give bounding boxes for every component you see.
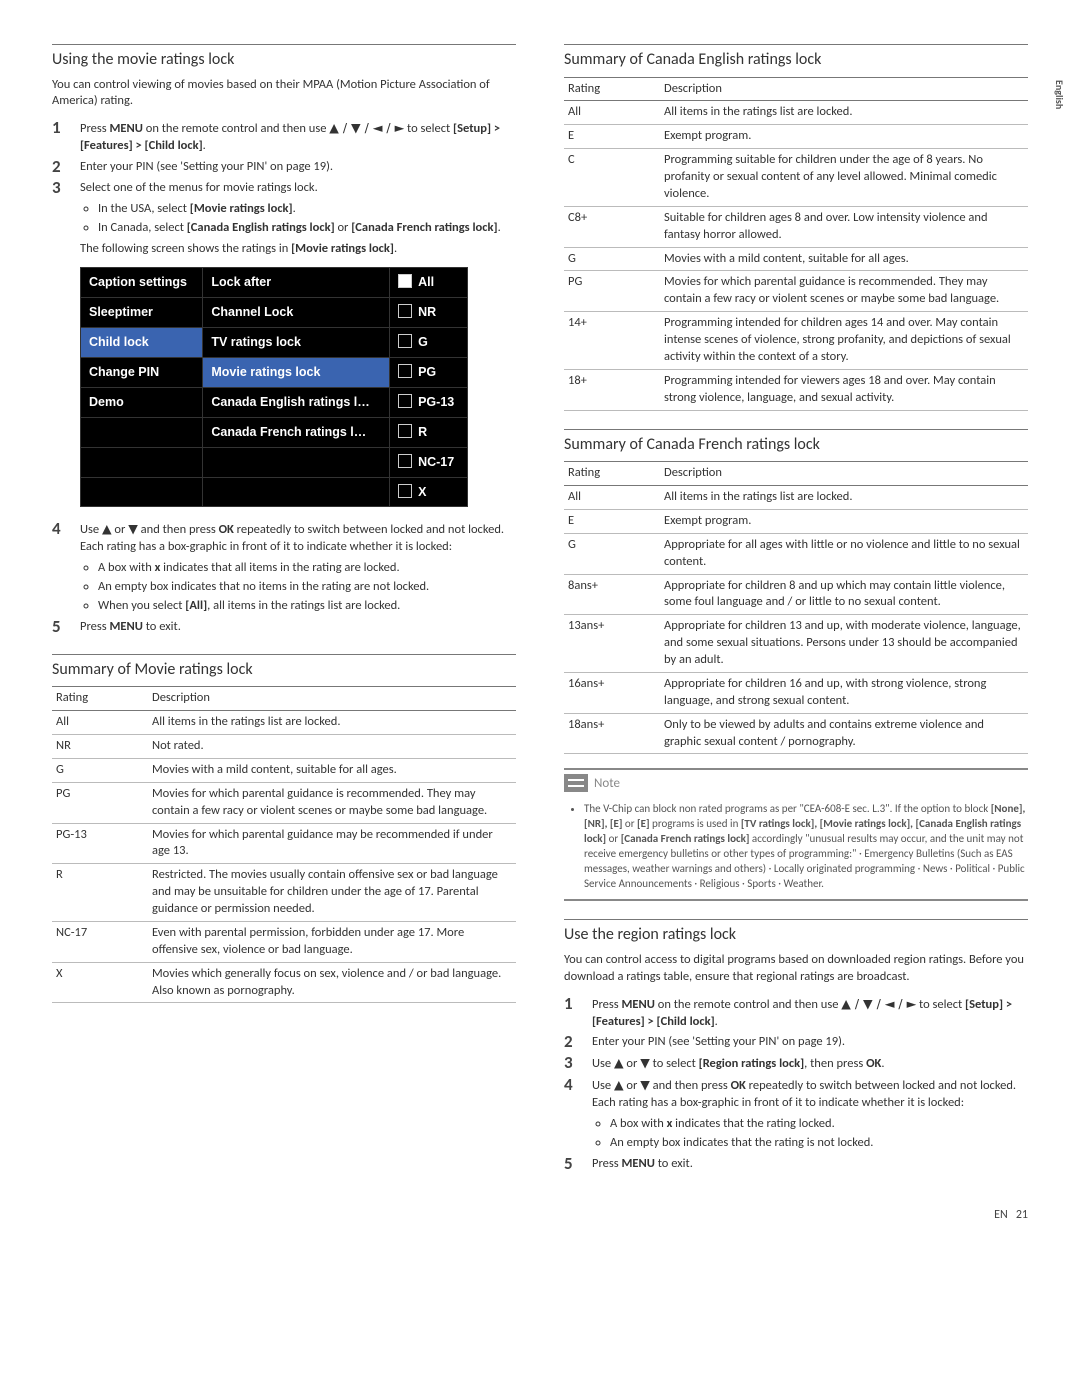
tv-col1-row0: Caption settings	[81, 268, 203, 298]
note-icon	[564, 774, 588, 792]
tv-col3-row0: All	[390, 268, 468, 298]
table-row: PG-13Movies for which parental guidance …	[52, 823, 516, 864]
table-row: AllAll items in the ratings list are loc…	[52, 711, 516, 735]
page-container: Using the movie ratings lock You can con…	[52, 44, 1028, 1177]
region-lock-intro: You can control access to digital progra…	[564, 952, 1028, 986]
table-row: 18+Programming intended for viewers ages…	[564, 369, 1028, 410]
table-row: 8ans+Appropriate for children 8 and up w…	[564, 574, 1028, 615]
tv-menu-panel: Caption settings Lock after All Sleeptim…	[80, 267, 468, 507]
table-row: CProgramming suitable for children under…	[564, 149, 1028, 207]
table-row: GMovies with a mild content, suitable fo…	[564, 247, 1028, 271]
step-3: Select one of the menus for movie rating…	[52, 180, 516, 508]
note-box: Note The V-Chip can block non rated prog…	[564, 768, 1028, 901]
note-text: The V-Chip can block non rated programs …	[584, 802, 1028, 891]
movie-lock-intro: You can control viewing of movies based …	[52, 77, 516, 111]
table-row: NRNot rated.	[52, 735, 516, 759]
left-column: Using the movie ratings lock You can con…	[52, 44, 516, 1177]
table-row: XMovies which generally focus on sex, vi…	[52, 962, 516, 1003]
canada-english-table: RatingDescription AllAll items in the ra…	[564, 77, 1028, 411]
step-5: Press MENU to exit.	[52, 619, 516, 636]
table-row: 18ans+Only to be viewed by adults and co…	[564, 713, 1028, 754]
table-row: PGMovies for which parental guidance is …	[52, 782, 516, 823]
canada-french-table: RatingDescription AllAll items in the ra…	[564, 461, 1028, 754]
table-row: RRestricted. The movies usually contain …	[52, 864, 516, 922]
table-row: 14+Programming intended for children age…	[564, 312, 1028, 370]
table-row: EExempt program.	[564, 125, 1028, 149]
step-2: Enter your PIN (see 'Setting your PIN' o…	[52, 159, 516, 176]
step-1: Press MENU on the remote control and the…	[52, 120, 516, 155]
region-lock-steps: Press MENU on the remote control and the…	[564, 996, 1028, 1173]
region-step-4: Use ▲ or ▼ and then press OK repeatedly …	[564, 1077, 1028, 1152]
movie-ratings-table: RatingDescription AllAll items in the ra…	[52, 686, 516, 1003]
region-step-2: Enter your PIN (see 'Setting your PIN' o…	[564, 1034, 1028, 1051]
step-4: Use ▲ or ▼ and then press OK repeatedly …	[52, 521, 516, 614]
table-row: NC-17Even with parental permission, forb…	[52, 921, 516, 962]
page-footer: EN 21	[52, 1207, 1028, 1223]
region-lock-heading: Use the region ratings lock	[564, 924, 1028, 946]
table-row: GMovies with a mild content, suitable fo…	[52, 758, 516, 782]
table-row: 13ans+Appropriate for children 13 and up…	[564, 615, 1028, 673]
table-row: PGMovies for which parental guidance is …	[564, 271, 1028, 312]
tv-col2-row0: Lock after	[203, 268, 390, 298]
movie-lock-heading: Using the movie ratings lock	[52, 49, 516, 71]
table-row: 16ans+Appropriate for children 16 and up…	[564, 672, 1028, 713]
language-tab: English	[1053, 80, 1067, 109]
table-row: GAppropriate for all ages with little or…	[564, 533, 1028, 574]
region-step-3: Use ▲ or ▼ to select [Region ratings loc…	[564, 1055, 1028, 1073]
movie-lock-steps: Press MENU on the remote control and the…	[52, 120, 516, 635]
canada-english-heading: Summary of Canada English ratings lock	[564, 49, 1028, 71]
table-row: EExempt program.	[564, 509, 1028, 533]
table-row: C8+Suitable for children ages 8 and over…	[564, 206, 1028, 247]
table-row: AllAll items in the ratings list are loc…	[564, 101, 1028, 125]
region-step-5: Press MENU to exit.	[564, 1156, 1028, 1173]
region-step-1: Press MENU on the remote control and the…	[564, 996, 1028, 1031]
note-label-text: Note	[594, 775, 620, 793]
right-column: Summary of Canada English ratings lock R…	[564, 44, 1028, 1177]
movie-summary-heading: Summary of Movie ratings lock	[52, 659, 516, 681]
table-row: AllAll items in the ratings list are loc…	[564, 486, 1028, 510]
canada-french-heading: Summary of Canada French ratings lock	[564, 434, 1028, 456]
